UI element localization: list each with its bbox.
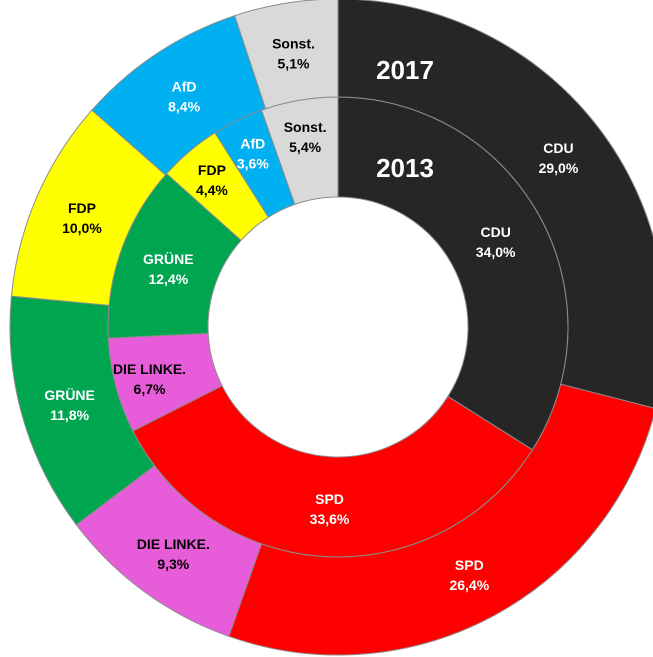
slice-label: Sonst. 5,1%: [272, 36, 315, 72]
slice-label: Sonst. 5,4%: [284, 119, 327, 155]
value-label: 8,4%: [168, 98, 200, 114]
slice: [228, 383, 653, 656]
value-label: 5,1%: [278, 56, 310, 72]
category-label: Sonst.: [272, 36, 315, 52]
category-label: Sonst.: [284, 119, 327, 135]
slice: [234, 0, 339, 110]
value-label: 3,6%: [237, 156, 269, 172]
slice-label: GRÜNE 12,4%: [143, 251, 194, 287]
category-label: SPD: [455, 557, 484, 573]
slice-label: GRÜNE 11,8%: [44, 387, 95, 423]
category-label: GRÜNE: [44, 387, 95, 403]
slice-label: CDU 34,0%: [476, 224, 516, 260]
category-label: AfD: [240, 136, 265, 152]
category-label: FDP: [198, 162, 226, 178]
slice-label: SPD 33,6%: [310, 491, 350, 527]
slice-label: CDU 29,0%: [539, 140, 579, 176]
value-label: 6,7%: [134, 381, 166, 397]
category-label: GRÜNE: [143, 251, 194, 267]
slice-label: AfD 8,4%: [168, 78, 200, 114]
value-label: 12,4%: [148, 271, 188, 287]
category-label: AfD: [172, 78, 197, 94]
slice: [337, 0, 653, 409]
value-label: 29,0%: [539, 160, 579, 176]
slice-label: FDP 4,4%: [196, 162, 228, 198]
slice-label: DIE LINKE. 9,3%: [137, 536, 210, 572]
value-label: 11,8%: [50, 407, 89, 423]
value-label: 34,0%: [476, 244, 516, 260]
slice-label: DIE LINKE. 6,7%: [113, 361, 186, 397]
category-label: CDU: [543, 140, 573, 156]
value-label: 9,3%: [157, 556, 189, 572]
slice-label: AfD 3,6%: [237, 136, 269, 172]
value-label: 10,0%: [62, 220, 102, 236]
value-label: 33,6%: [310, 511, 350, 527]
category-label: SPD: [315, 491, 344, 507]
value-label: 4,4%: [196, 182, 228, 198]
category-label: FDP: [68, 200, 96, 216]
series-label: 2017: [376, 55, 434, 85]
slice-label: FDP 10,0%: [62, 200, 102, 236]
value-label: 26,4%: [449, 577, 489, 593]
series-label: 2013: [376, 153, 434, 183]
category-label: DIE LINKE.: [137, 536, 210, 552]
category-label: DIE LINKE.: [113, 361, 186, 377]
slice-label: SPD 26,4%: [449, 557, 489, 593]
category-label: CDU: [480, 224, 510, 240]
value-label: 5,4%: [289, 139, 321, 155]
